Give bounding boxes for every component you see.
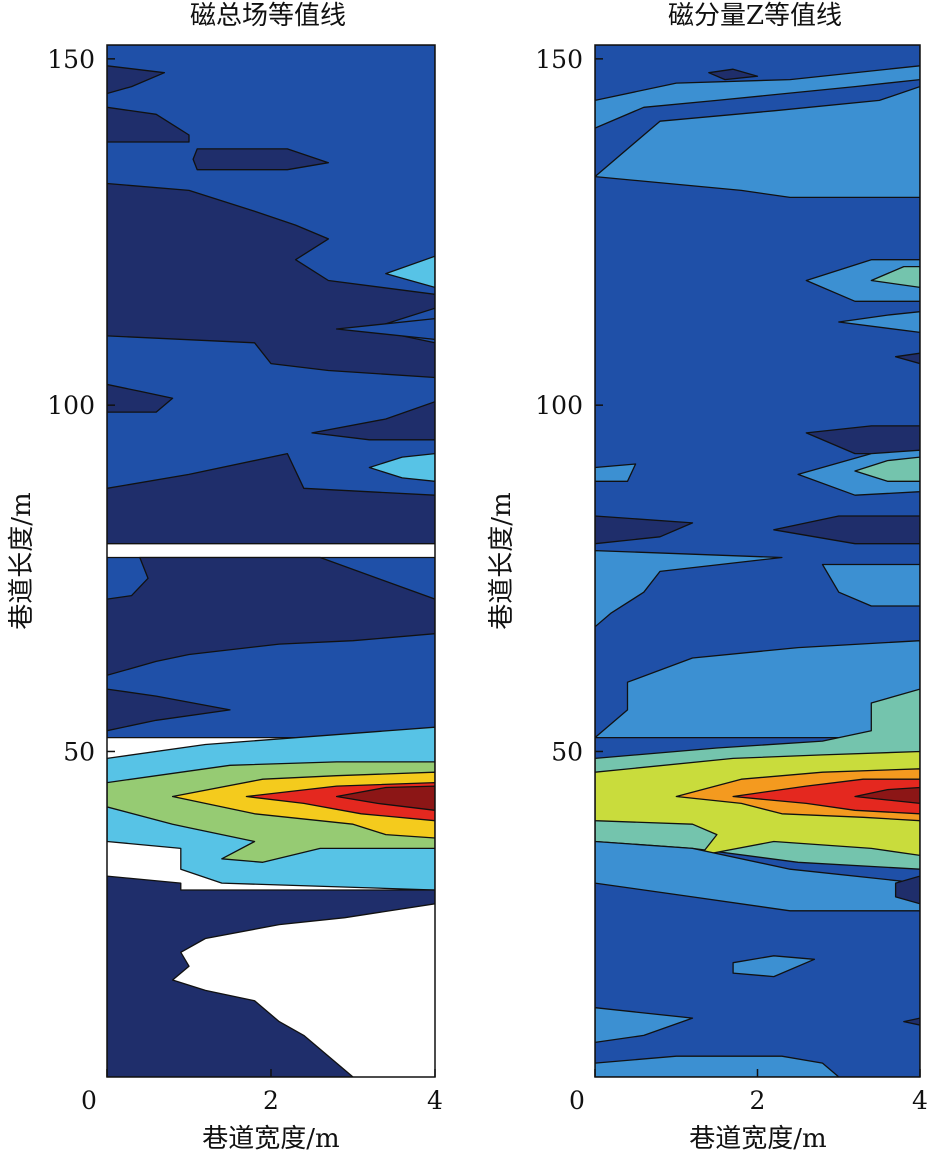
contour-band-level-1 bbox=[107, 65, 166, 95]
y-tick-label: 50 bbox=[551, 737, 583, 766]
contour-plot-area bbox=[107, 45, 435, 1077]
contour-band-level-1 bbox=[107, 688, 231, 732]
chart-title: 磁总场等值线 bbox=[190, 1, 346, 31]
contour-band-level-3 bbox=[595, 463, 637, 482]
x-axis-label: 巷道宽度/m bbox=[202, 1124, 339, 1154]
contour-band-level-4 bbox=[854, 456, 920, 482]
contour-band-level-3 bbox=[385, 255, 435, 289]
contour-band-level-1 bbox=[805, 425, 920, 455]
contour-band-level-7 bbox=[335, 785, 435, 811]
contour-band-level-1 bbox=[773, 515, 920, 545]
contour-band-level-3 bbox=[368, 452, 435, 482]
contour-band-level-3 bbox=[595, 1007, 694, 1044]
x-tick-label: 0 bbox=[81, 1086, 97, 1115]
contour-band-level-1 bbox=[894, 352, 920, 365]
contour-band-level-4 bbox=[870, 265, 920, 289]
contour-band-level-1 bbox=[107, 452, 435, 545]
x-tick-label: 0 bbox=[569, 1086, 585, 1115]
contour-band-level-1 bbox=[107, 875, 435, 1077]
contour-band-level-3 bbox=[821, 563, 920, 607]
contour-band-level-3 bbox=[595, 65, 920, 129]
contour-band-level-3 bbox=[732, 955, 816, 978]
y-tick-label: 100 bbox=[535, 391, 583, 420]
contour-band-level-1 bbox=[903, 1017, 920, 1026]
contour-band-level-1 bbox=[708, 68, 759, 81]
contour-band-level-3 bbox=[595, 640, 920, 739]
contour-band-level-3 bbox=[838, 311, 920, 334]
x-tick-label: 4 bbox=[912, 1086, 928, 1115]
y-tick-label: 150 bbox=[47, 45, 95, 74]
contour-band-level-8 bbox=[854, 786, 920, 805]
contour-band-level-1 bbox=[894, 875, 920, 905]
x-axis-label: 巷道宽度/m bbox=[689, 1124, 826, 1154]
y-axis-label: 巷道长度/m bbox=[7, 492, 37, 629]
contour-band-level-3 bbox=[595, 1055, 840, 1077]
contour-band-level-2 bbox=[335, 317, 435, 341]
y-tick-label: 50 bbox=[63, 737, 95, 766]
contour-band-level-1 bbox=[192, 148, 330, 171]
x-tick-label: 2 bbox=[750, 1086, 766, 1115]
y-tick-label: 100 bbox=[47, 391, 95, 420]
contour-band-level-1 bbox=[107, 383, 174, 413]
axes: 0 2 4 50 100 150 bbox=[47, 45, 443, 1115]
contour-band-level-1 bbox=[107, 556, 435, 676]
z-component-panel: 磁分量Z等值线 0 2 4 50 100 150 巷道宽度/m 巷道长度/m bbox=[487, 1, 928, 1154]
contour-band-level-3 bbox=[595, 85, 920, 199]
contour-band-level-7 bbox=[732, 778, 920, 815]
contour-band-level-3 bbox=[595, 840, 920, 912]
contour-band-level-1 bbox=[311, 401, 435, 441]
y-tick-label: 150 bbox=[535, 45, 583, 74]
contour-band-level-1 bbox=[107, 106, 190, 143]
contour-band-level-3 bbox=[805, 259, 920, 302]
contour-band-level-1 bbox=[595, 515, 694, 545]
chart-title: 磁分量Z等值线 bbox=[668, 1, 842, 31]
axes: 0 2 4 50 100 150 bbox=[535, 45, 928, 1115]
contour-band-level-3 bbox=[595, 549, 783, 628]
x-tick-label: 2 bbox=[263, 1086, 279, 1115]
x-tick-label: 4 bbox=[427, 1086, 443, 1115]
y-axis-label: 巷道长度/m bbox=[487, 492, 517, 629]
contour-plot-area bbox=[595, 45, 920, 1077]
total-field-panel: 磁总场等值线 0 2 4 50 100 150 巷道宽度/m 巷道长度/m bbox=[7, 1, 443, 1154]
